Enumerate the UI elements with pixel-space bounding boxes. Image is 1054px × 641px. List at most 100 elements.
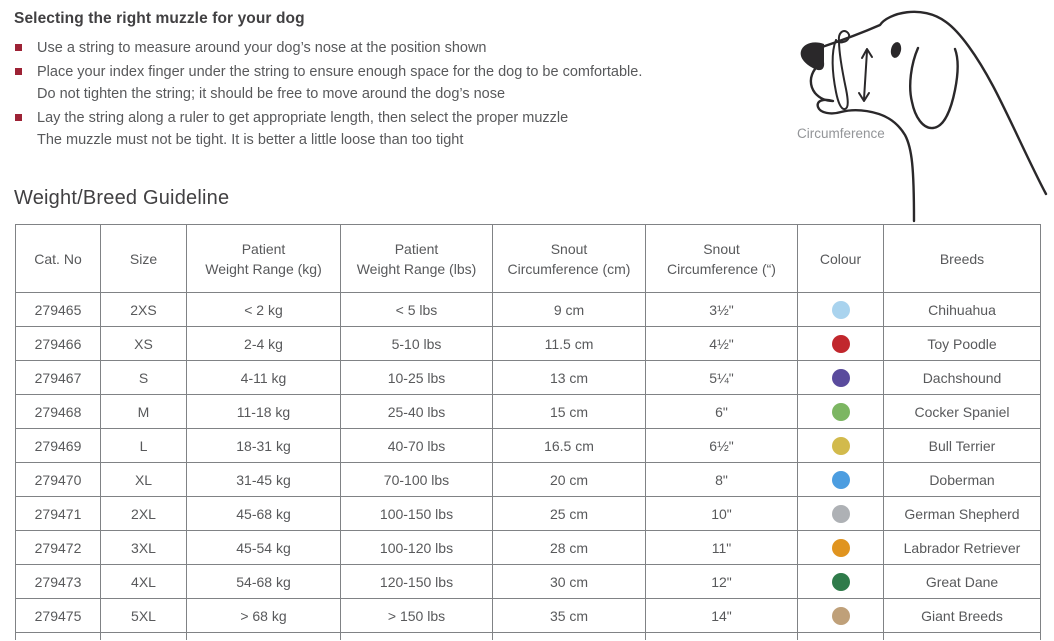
intro-section: Selecting the right muzzle for your dog … — [14, 10, 786, 153]
circumference-label: Circumference — [797, 126, 885, 141]
header-line: Snout — [550, 240, 588, 257]
bullet-line: Use a string to measure around your dog’… — [37, 40, 487, 56]
dark-green-colour-dot — [831, 572, 850, 591]
bullet-line: The muzzle must not be tight. It is bett… — [37, 132, 464, 148]
column-header-size: Size — [100, 224, 187, 293]
dog-nose-icon — [800, 42, 825, 71]
cell-cat-no: 279470 — [15, 462, 101, 497]
blue-colour-dot — [831, 470, 850, 489]
cell-snout-in: 3½" — [645, 292, 798, 327]
cell-snout-cm: 11.5 cm — [492, 326, 646, 361]
cell-cat-no: 279469 — [15, 428, 101, 463]
bullet-square-icon — [15, 44, 22, 51]
orange-colour-dot — [831, 538, 850, 557]
cell-empty — [645, 632, 798, 640]
cell-size: L — [100, 428, 187, 463]
cell-weight-lbs: > 150 lbs — [340, 598, 493, 633]
column-header-snout-in: Snout Circumference (“) — [645, 224, 798, 293]
cell-weight-lbs: 100-120 lbs — [340, 530, 493, 565]
cell-snout-in: 14" — [645, 598, 798, 633]
header-line: Breeds — [939, 250, 985, 267]
cell-colour — [797, 496, 884, 531]
cell-size: 2XL — [100, 496, 187, 531]
bullet-item: Place your index finger under the string… — [14, 61, 786, 105]
bullet-text: Lay the string along a ruler to get appr… — [37, 107, 568, 151]
cell-snout-in: 4½" — [645, 326, 798, 361]
cell-weight-kg: 2-4 kg — [186, 326, 341, 361]
bullet-line: Lay the string along a ruler to get appr… — [37, 110, 569, 126]
cell-size: XL — [100, 462, 187, 497]
cell-colour — [797, 360, 884, 395]
cell-colour — [797, 292, 884, 327]
header-line: Patient — [394, 240, 439, 257]
cell-empty — [883, 632, 1041, 640]
cell-colour — [797, 462, 884, 497]
cell-size: M — [100, 394, 187, 429]
cell-weight-kg: < 2 kg — [186, 292, 341, 327]
column-header-colour: Colour — [797, 224, 884, 293]
cell-empty — [186, 632, 341, 640]
cell-colour — [797, 564, 884, 599]
table-row: 279470 XL 31-45 kg 70-100 lbs 20 cm 8" D… — [15, 462, 1041, 497]
cell-snout-cm: 30 cm — [492, 564, 646, 599]
cell-colour — [797, 530, 884, 565]
header-line: Cat. No — [34, 250, 82, 267]
tan-colour-dot — [831, 606, 850, 625]
header-line: Size — [129, 250, 158, 267]
cell-weight-lbs: 5-10 lbs — [340, 326, 493, 361]
header-line: Patient — [241, 240, 286, 257]
bullet-text: Use a string to measure around your dog’… — [37, 37, 487, 59]
cell-snout-in: 5¼" — [645, 360, 798, 395]
header-line: Circumference (cm) — [507, 260, 631, 277]
cell-cat-no: 279473 — [15, 564, 101, 599]
header-line: Weight Range (lbs) — [356, 260, 477, 277]
cell-weight-kg: > 68 kg — [186, 598, 341, 633]
cell-snout-in: 12" — [645, 564, 798, 599]
cell-cat-no: 279468 — [15, 394, 101, 429]
cell-breed: Giant Breeds — [883, 598, 1041, 633]
header-line: Colour — [819, 250, 862, 267]
table-header-row: Cat. No Size Patient Weight Range (kg) Pa… — [15, 224, 1041, 293]
cell-breed: Dachshound — [883, 360, 1041, 395]
cell-cat-no: 279472 — [15, 530, 101, 565]
cell-breed: Chihuahua — [883, 292, 1041, 327]
cell-empty — [797, 632, 884, 640]
bullet-square-icon — [15, 68, 22, 75]
cell-cat-no: 279475 — [15, 598, 101, 633]
cell-breed: Labrador Retriever — [883, 530, 1041, 565]
cell-snout-cm: 20 cm — [492, 462, 646, 497]
guideline-table-body: 279465 2XS < 2 kg < 5 lbs 9 cm 3½" Chihu… — [15, 292, 1041, 633]
cell-size: S — [100, 360, 187, 395]
cell-size: 4XL — [100, 564, 187, 599]
table-row: 279475 5XL > 68 kg > 150 lbs 35 cm 14" G… — [15, 598, 1041, 633]
cell-snout-in: 6½" — [645, 428, 798, 463]
cell-weight-lbs: 120-150 lbs — [340, 564, 493, 599]
guideline-section-title: Weight/Breed Guideline — [14, 187, 230, 209]
grey-colour-dot — [831, 504, 850, 523]
column-header-weight-kg: Patient Weight Range (kg) — [186, 224, 341, 293]
cell-cat-no: 279466 — [15, 326, 101, 361]
cell-snout-cm: 9 cm — [492, 292, 646, 327]
cell-snout-cm: 25 cm — [492, 496, 646, 531]
cell-weight-lbs: 40-70 lbs — [340, 428, 493, 463]
red-colour-dot — [831, 334, 850, 353]
cell-weight-kg: 45-68 kg — [186, 496, 341, 531]
column-header-cat-no: Cat. No — [15, 224, 101, 293]
cell-snout-cm: 28 cm — [492, 530, 646, 565]
cell-snout-in: 10" — [645, 496, 798, 531]
bullet-line: Do not tighten the string; it should be … — [37, 86, 506, 102]
cell-breed: Cocker Spaniel — [883, 394, 1041, 429]
table-row: 279467 S 4-11 kg 10-25 lbs 13 cm 5¼" Dac… — [15, 360, 1041, 395]
cell-weight-lbs: 100-150 lbs — [340, 496, 493, 531]
table-row-partial — [15, 632, 1041, 640]
cell-weight-kg: 11-18 kg — [186, 394, 341, 429]
cell-colour — [797, 394, 884, 429]
header-line: Snout — [703, 240, 740, 257]
cell-breed: Toy Poodle — [883, 326, 1041, 361]
intro-heading: Selecting the right muzzle for your dog — [14, 10, 305, 27]
bullet-item: Lay the string along a ruler to get appr… — [14, 107, 786, 151]
cell-cat-no: 279471 — [15, 496, 101, 531]
cell-weight-lbs: 10-25 lbs — [340, 360, 493, 395]
cell-empty — [340, 632, 493, 640]
cell-breed: Bull Terrier — [883, 428, 1041, 463]
